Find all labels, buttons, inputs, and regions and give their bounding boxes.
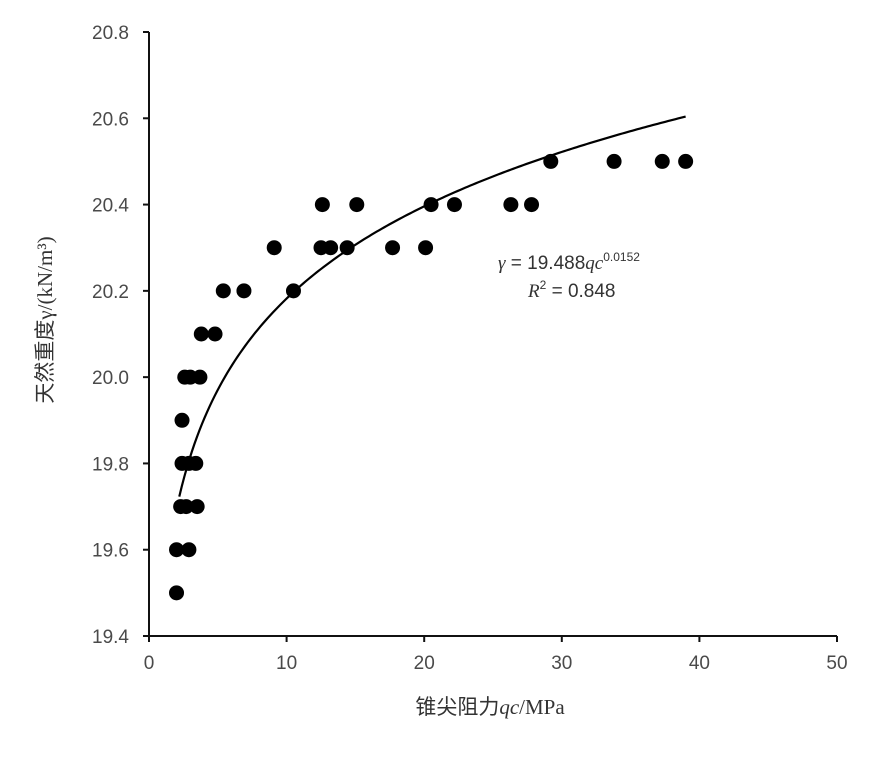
data-point bbox=[349, 197, 365, 213]
data-point bbox=[503, 197, 519, 213]
y-axis-title: 天然重度γ/(kN/m³) bbox=[33, 236, 57, 403]
x-tick-label: 30 bbox=[551, 653, 572, 674]
r-squared-superscript: 2 bbox=[540, 278, 547, 292]
y-tick-label: 20.0 bbox=[92, 368, 129, 389]
data-point bbox=[169, 585, 185, 601]
fit-equation: γ = 19.488qc0.0152 bbox=[498, 250, 640, 274]
data-point bbox=[423, 197, 439, 213]
data-point bbox=[207, 326, 223, 342]
fit-curve bbox=[178, 115, 686, 497]
equation-lhs: γ bbox=[498, 253, 506, 274]
r-squared: R2 = 0.848 bbox=[527, 278, 616, 302]
x-tick-label: 50 bbox=[826, 653, 847, 674]
data-point bbox=[339, 240, 355, 256]
x-axis-title-symbol: qc bbox=[499, 695, 520, 719]
x-tick-label: 40 bbox=[689, 653, 710, 674]
y-tick-label: 20.8 bbox=[92, 23, 129, 44]
y-tick-label: 19.6 bbox=[92, 541, 129, 562]
y-tick-label: 20.4 bbox=[92, 196, 129, 217]
data-point bbox=[418, 240, 434, 256]
data-point bbox=[323, 240, 339, 256]
data-point bbox=[606, 153, 622, 169]
y-tick-label: 19.4 bbox=[92, 627, 129, 648]
data-point bbox=[192, 369, 208, 385]
data-point bbox=[169, 542, 185, 558]
data-point bbox=[193, 326, 209, 342]
r-squared-value: = 0.848 bbox=[546, 281, 615, 302]
y-axis-ticks: 19.4 19.6 19.8 20.0 20.2 20.4 20.6 20.8 bbox=[92, 23, 149, 648]
r-squared-symbol: R bbox=[527, 281, 540, 302]
data-point bbox=[543, 153, 559, 169]
data-point bbox=[215, 283, 231, 299]
equation-exponent: 0.0152 bbox=[603, 250, 640, 264]
y-tick-label: 20.6 bbox=[92, 109, 129, 130]
y-tick-label: 19.8 bbox=[92, 454, 129, 475]
x-tick-label: 0 bbox=[144, 653, 155, 674]
x-axis-title: 锥尖阻力qc/MPa bbox=[415, 695, 565, 719]
data-point bbox=[654, 153, 670, 169]
data-point bbox=[178, 499, 194, 515]
data-point bbox=[236, 283, 252, 299]
data-point bbox=[385, 240, 401, 256]
x-tick-label: 20 bbox=[414, 653, 435, 674]
x-axis-ticks: 0 10 20 30 40 50 bbox=[144, 636, 848, 674]
data-point bbox=[524, 197, 540, 213]
data-point bbox=[266, 240, 282, 256]
data-point bbox=[446, 197, 462, 213]
data-point bbox=[314, 197, 330, 213]
x-axis-title-prefix: 锥尖阻力 bbox=[415, 695, 499, 719]
data-point bbox=[189, 499, 205, 515]
x-axis-title-unit: /MPa bbox=[519, 695, 565, 719]
data-points bbox=[169, 153, 694, 601]
data-point bbox=[678, 153, 694, 169]
y-tick-label: 20.2 bbox=[92, 282, 129, 303]
equation-coefficient: = 19.488 bbox=[506, 253, 586, 274]
data-point bbox=[188, 455, 204, 471]
data-point bbox=[285, 283, 301, 299]
data-point bbox=[174, 412, 190, 428]
x-tick-label: 10 bbox=[276, 653, 297, 674]
equation-variable: qc bbox=[585, 253, 604, 274]
data-point bbox=[181, 542, 197, 558]
